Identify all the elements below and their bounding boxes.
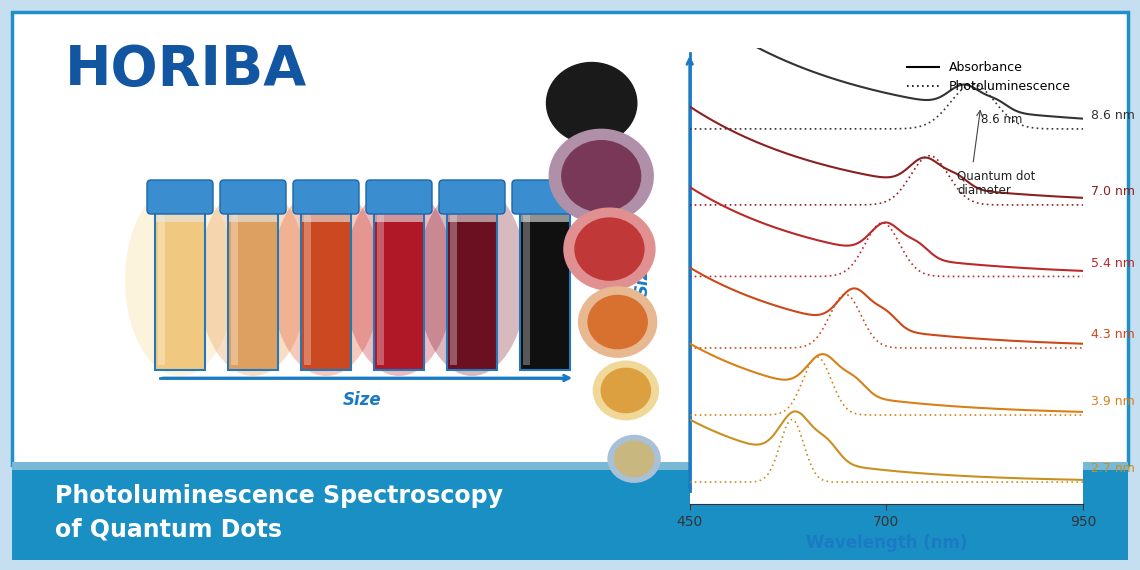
Bar [450,215,457,365]
Legend: Absorbance, Photoluminescence: Absorbance, Photoluminescence [901,55,1077,99]
Text: 3.9 nm: 3.9 nm [1091,395,1134,408]
Bar [375,210,423,222]
FancyBboxPatch shape [293,180,359,214]
Bar [155,210,205,370]
Text: HORIBA: HORIBA [65,43,308,97]
Bar [13,466,1127,560]
Text: Quantum dot
diameter: Quantum dot diameter [958,169,1035,197]
FancyBboxPatch shape [366,180,432,214]
Circle shape [614,441,653,477]
FancyBboxPatch shape [439,180,505,214]
Circle shape [593,361,658,420]
Text: 4.3 nm: 4.3 nm [1091,328,1134,341]
Bar [231,215,238,365]
Ellipse shape [271,184,381,376]
Text: Size: Size [343,391,382,409]
Text: Photoluminescence Spectroscopy
of Quantum Dots: Photoluminescence Spectroscopy of Quantu… [55,484,503,542]
Bar [301,210,351,370]
Bar [374,210,424,370]
Bar [158,215,165,365]
Circle shape [575,218,644,280]
Bar [523,215,530,365]
Bar [448,210,496,222]
FancyBboxPatch shape [512,180,578,214]
Circle shape [608,435,660,482]
Ellipse shape [125,184,235,376]
Circle shape [564,208,654,290]
Bar [520,210,570,370]
FancyBboxPatch shape [147,180,213,214]
Text: 8.6 nm: 8.6 nm [1091,109,1134,122]
Bar [302,210,350,222]
Bar [228,210,278,370]
Text: 5.4 nm: 5.4 nm [1091,256,1134,270]
Bar [13,12,1127,465]
Ellipse shape [198,184,308,376]
Circle shape [588,295,648,349]
FancyBboxPatch shape [220,180,286,214]
Circle shape [601,368,651,413]
Text: Size: Size [634,257,651,296]
Bar [377,215,384,365]
X-axis label: Wavelength (nm): Wavelength (nm) [806,535,967,552]
Bar [229,210,277,222]
Text: 7.0 nm: 7.0 nm [1091,185,1134,198]
Ellipse shape [417,184,527,376]
Circle shape [562,141,641,211]
Bar [447,210,497,370]
Circle shape [579,287,657,357]
Bar [13,462,1127,470]
Text: 2.7 nm: 2.7 nm [1091,462,1134,475]
Text: 8.6 nm: 8.6 nm [980,113,1023,127]
Bar [304,215,311,365]
Bar [156,210,204,222]
Circle shape [549,129,653,223]
Ellipse shape [344,184,454,376]
Bar [521,210,569,222]
Circle shape [546,63,637,144]
